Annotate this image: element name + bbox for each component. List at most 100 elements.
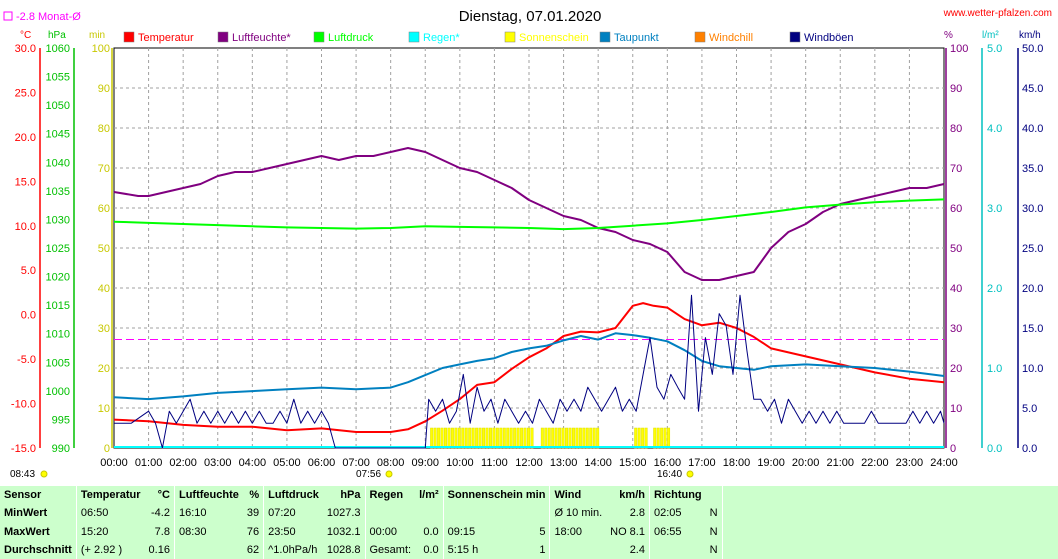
- rain-val: [415, 504, 444, 523]
- unit-pressure: hPa: [48, 30, 66, 41]
- hdr-hum-unit: %: [242, 486, 265, 505]
- x-tick: 01:00: [135, 457, 163, 469]
- sunshine-bar: [516, 427, 520, 449]
- x-tick: 04:00: [239, 457, 267, 469]
- x-tick: 05:00: [273, 457, 301, 469]
- sunshine-bar: [544, 427, 548, 449]
- x-tick: 13:00: [550, 457, 578, 469]
- x-tick: 06:00: [308, 457, 336, 469]
- legend-swatch: [789, 31, 801, 43]
- sunshine-bar: [478, 427, 482, 449]
- row-label: Durchschnitt: [0, 540, 77, 559]
- temp-time: 06:50: [80, 507, 109, 520]
- hdr-wind: Wind: [554, 489, 582, 502]
- dir-time: [649, 541, 705, 559]
- rain-time: 00:00: [369, 525, 398, 538]
- press-time: 07:20: [268, 507, 296, 520]
- pressure-tick: 1010: [46, 329, 70, 341]
- rain-time: [365, 504, 415, 522]
- hdr-direction-val: [705, 486, 723, 505]
- wind-tick: 30.0: [1022, 203, 1043, 215]
- sunshine-bar: [667, 427, 671, 449]
- pressure-tick: 1030: [46, 214, 70, 226]
- series-temperatur-line: [113, 302, 945, 433]
- sun-tick: 70: [98, 163, 110, 175]
- legend-swatch: [694, 31, 706, 43]
- dir-val: N: [705, 522, 723, 541]
- rain-tick: 4.0: [987, 123, 1002, 135]
- hdr-press-unit: hPa: [322, 486, 366, 505]
- sunshine-bar: [488, 427, 492, 449]
- hum-val: 39: [242, 504, 265, 523]
- temp-time: 15:20: [80, 525, 109, 538]
- wind-val: 2.4: [606, 540, 650, 559]
- site-link[interactable]: www.wetter-pfalzen.com: [943, 8, 1052, 19]
- x-tick: 17:00: [688, 457, 716, 469]
- axes: 30.0 25.0 20.0 15.0 10.0 5.0 0.0 -5.0 -10.0 -15.0…: [11, 43, 1044, 469]
- sunshine-bar: [660, 427, 664, 449]
- legend-label: Regen*: [423, 32, 460, 44]
- x-tick: 16:00: [654, 457, 682, 469]
- humidity-tick: 50: [950, 243, 962, 255]
- wind-tick: 50.0: [1022, 43, 1043, 55]
- stats-panel: Sensor Temperatur °C Luftfeuchte % Luftd…: [0, 486, 1058, 559]
- wind-tick: 5.0: [1022, 403, 1037, 415]
- sun-tick: 50: [98, 243, 110, 255]
- sunrise-time: 08:43: [10, 469, 35, 480]
- wind-tick: 20.0: [1022, 283, 1043, 295]
- legend-label: Windböen: [804, 32, 854, 44]
- unit-rain: l/m²: [982, 30, 999, 41]
- temp-val: 7.8: [144, 522, 175, 541]
- humidity-tick: 70: [950, 163, 962, 175]
- sunshine-bars: [114, 427, 944, 449]
- sunshine-bar: [492, 427, 496, 449]
- x-tick: 02:00: [169, 457, 197, 469]
- pressure-tick: 1055: [46, 72, 70, 84]
- pressure-tick: 1040: [46, 157, 70, 169]
- sunshine-bar: [430, 427, 434, 449]
- hum-val: 76: [242, 522, 265, 541]
- wind-tick: 45.0: [1022, 83, 1043, 95]
- series-luftdruck-line: [113, 198, 945, 231]
- sunshine-bar: [457, 427, 461, 449]
- sunshine-bar: [568, 427, 572, 449]
- sunshine-bar: [502, 427, 506, 449]
- hdr-humidity: Luftfeuchte: [178, 489, 239, 502]
- x-tick: 10:00: [446, 457, 474, 469]
- pressure-tick: 1035: [46, 186, 70, 198]
- legend-swatch: [313, 31, 325, 43]
- press-time: 23:50: [268, 525, 296, 538]
- x-tick: 12:00: [515, 457, 543, 469]
- sunshine-bar: [461, 427, 465, 449]
- hdr-rain: Regen: [369, 489, 404, 502]
- sunshine-bar: [644, 427, 648, 449]
- sunshine-bar: [454, 427, 458, 449]
- sunshine-bar: [440, 427, 444, 449]
- stats-filler: [722, 541, 1058, 559]
- stats-table: Sensor Temperatur °C Luftfeuchte % Luftd…: [0, 486, 1058, 559]
- humidity-tick: 90: [950, 83, 962, 95]
- temp-val: -4.2: [144, 504, 175, 523]
- sunshine-bar: [653, 427, 657, 449]
- sun-tick: 60: [98, 203, 110, 215]
- pressure-tick: 1060: [46, 43, 70, 55]
- sunshine-bar: [495, 427, 499, 449]
- sun-tick: 40: [98, 283, 110, 295]
- sunshine-bar: [554, 427, 558, 449]
- unit-humidity: %: [944, 30, 953, 41]
- sunshine-bar: [485, 427, 489, 449]
- humidity-tick: 20: [950, 363, 962, 375]
- row-label: MaxWert: [0, 522, 77, 541]
- temp-time: (+ 2.92 ): [80, 543, 123, 556]
- sun-tick: 100: [92, 43, 110, 55]
- pressure-tick: 1020: [46, 272, 70, 284]
- temp-val: 0.16: [144, 540, 175, 559]
- sunshine-bar: [585, 427, 589, 449]
- sunshine-bar: [558, 427, 562, 449]
- sunshine-bar: [565, 427, 569, 449]
- temp-tick: -10.0: [11, 399, 36, 411]
- temp-tick: -5.0: [17, 354, 36, 366]
- sun-time: 5:15 h: [447, 543, 479, 556]
- humidity-tick: 40: [950, 283, 962, 295]
